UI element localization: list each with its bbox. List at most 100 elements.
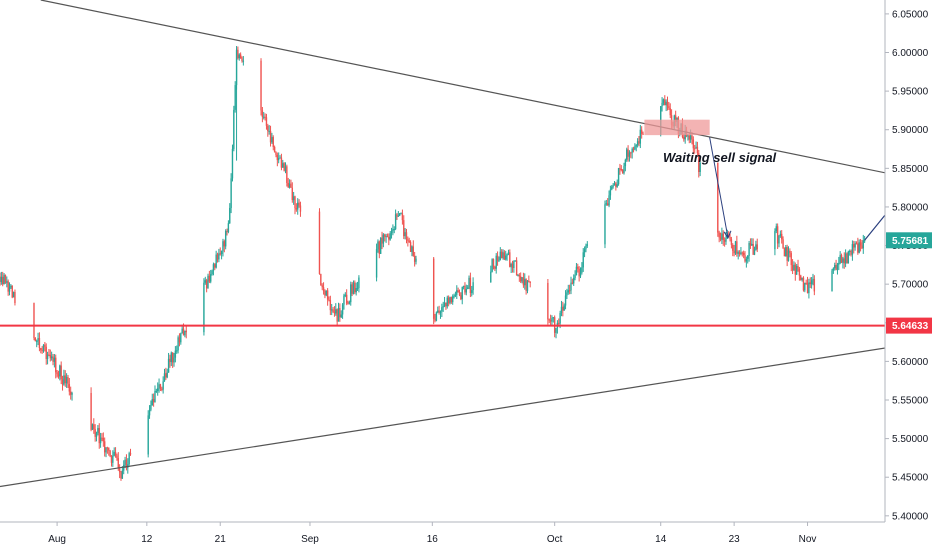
time-tick-label: Sep — [301, 534, 319, 545]
candle-body — [617, 168, 620, 185]
candle-body — [350, 284, 352, 303]
candle-body — [749, 243, 752, 246]
candle-body — [347, 303, 349, 305]
candle-body — [273, 147, 276, 153]
candle-body — [150, 405, 152, 410]
candle-body — [689, 135, 692, 140]
candle-body — [41, 350, 43, 352]
candle-body — [341, 304, 344, 315]
candle-body — [121, 470, 124, 479]
candle-body — [95, 432, 98, 437]
candle-body — [847, 251, 850, 264]
candle-body — [162, 381, 164, 390]
candle-body — [511, 264, 514, 269]
candle-body — [272, 137, 274, 148]
candle-body — [586, 244, 589, 246]
candle-body — [522, 277, 525, 286]
candle-body — [665, 101, 667, 106]
candle-body — [60, 365, 62, 380]
candle-body — [68, 384, 71, 392]
candle-body — [834, 265, 836, 269]
candle-body — [169, 358, 171, 363]
candle-body — [6, 281, 8, 283]
candle-body — [627, 149, 629, 157]
candle-body — [401, 213, 404, 221]
candle-body — [220, 250, 223, 255]
candle-body — [694, 148, 696, 150]
candle-body — [717, 162, 719, 233]
candle-body — [404, 232, 406, 237]
candle-body — [688, 135, 690, 140]
candle-body — [756, 244, 758, 250]
candle-body — [774, 231, 776, 250]
candle-body — [320, 273, 322, 286]
candle-body — [632, 148, 635, 150]
candle-body — [322, 287, 325, 292]
candle-body — [747, 255, 749, 259]
candle-body — [439, 311, 442, 313]
candle-body — [116, 455, 118, 459]
candle-body — [582, 252, 584, 268]
candle-body — [223, 241, 226, 247]
candle-body — [570, 282, 572, 291]
candle-body — [227, 223, 230, 233]
candle-body — [354, 282, 356, 293]
candle-body — [386, 236, 389, 238]
candle-body — [564, 295, 567, 306]
candle-body — [59, 365, 61, 377]
candle-body — [332, 309, 334, 313]
candle-body — [61, 379, 64, 385]
candle-body — [668, 106, 670, 109]
candle-body — [447, 297, 450, 304]
candle-body — [264, 116, 266, 118]
candle-body — [812, 278, 814, 281]
candle-body — [292, 196, 295, 201]
candle-body — [638, 141, 640, 144]
candle-body — [471, 290, 473, 293]
candle-body — [528, 280, 530, 282]
candle-body — [742, 252, 745, 255]
candle-body — [472, 282, 474, 291]
candle-body — [566, 292, 568, 296]
candle-body — [38, 338, 41, 348]
candle-body — [719, 237, 722, 240]
candle-body — [775, 226, 777, 232]
candle-body — [490, 271, 492, 283]
candle-body — [560, 306, 563, 313]
candle-body — [261, 110, 264, 117]
candle-body — [785, 247, 787, 257]
candle-body — [56, 372, 58, 375]
price-tick-label: 5.60000 — [892, 357, 929, 368]
candle-body — [848, 250, 851, 252]
candle-body — [781, 233, 783, 240]
candle-body — [577, 266, 579, 269]
candle-body — [794, 264, 797, 275]
candle-body — [805, 282, 807, 284]
candle-body — [3, 274, 5, 285]
candle-body — [797, 265, 799, 269]
candle-body — [148, 409, 151, 416]
candle-body — [44, 344, 46, 347]
candle-body — [336, 309, 338, 322]
candle-body — [238, 54, 240, 59]
candle-body — [388, 236, 390, 240]
candle-body — [14, 292, 16, 304]
candle-body — [744, 254, 746, 262]
candle-body — [616, 184, 618, 187]
candle-body — [862, 240, 864, 249]
candle-body — [34, 338, 37, 342]
candle-body — [63, 375, 65, 385]
candle-body — [460, 295, 462, 300]
candle-body — [37, 338, 39, 341]
candle-body — [212, 264, 215, 271]
candle-body — [298, 202, 300, 206]
candle-body — [809, 282, 811, 285]
candle-body — [242, 60, 245, 62]
price-tick-label: 5.40000 — [892, 511, 929, 522]
candle-body — [210, 274, 212, 282]
candle-body — [464, 285, 466, 293]
time-tick-label: Aug — [48, 534, 66, 545]
candle-body — [491, 259, 493, 272]
candle-body — [509, 252, 511, 267]
candle-body — [42, 344, 45, 351]
